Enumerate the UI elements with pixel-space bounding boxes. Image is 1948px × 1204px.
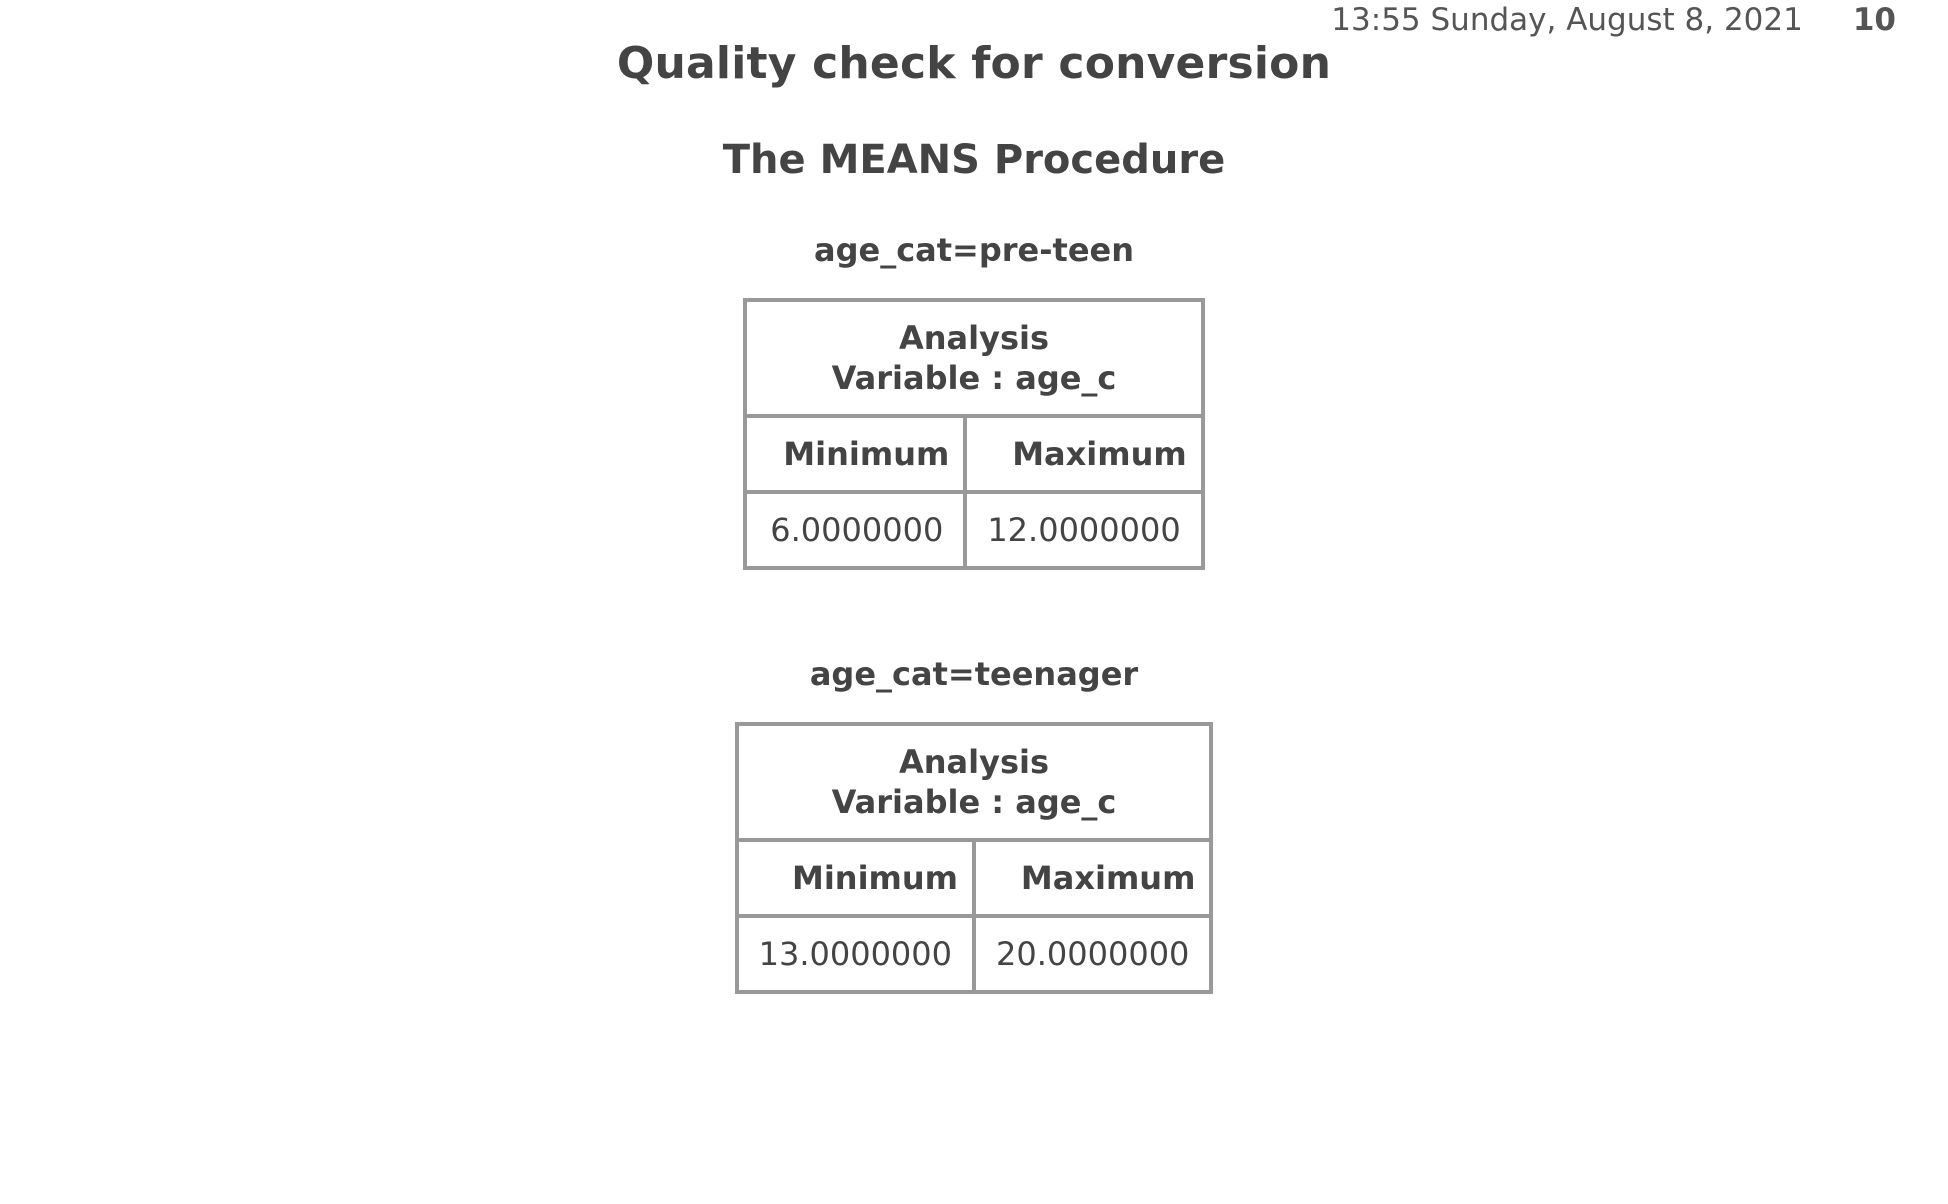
cell-minimum: 13.0000000 [734, 914, 977, 994]
analysis-header-line1: Analysis [898, 743, 1050, 781]
table-column-row: Minimum Maximum [734, 838, 1214, 918]
column-header-maximum: Maximum [971, 838, 1214, 918]
table-row: 13.0000000 20.0000000 [734, 914, 1214, 994]
analysis-variable-header: Analysis Variable : age_c [734, 722, 1214, 842]
by-group-label: age_cat=teenager [809, 655, 1139, 693]
analysis-variable-header: Analysis Variable : age_c [743, 298, 1205, 418]
column-header-minimum: Minimum [734, 838, 977, 918]
report-title: Quality check for conversion [616, 38, 1332, 89]
table-header-row: Analysis Variable : age_c [743, 298, 1205, 418]
column-header-maximum: Maximum [963, 414, 1205, 494]
cell-maximum: 12.0000000 [963, 490, 1205, 570]
page-number: 10 [1852, 2, 1896, 38]
cell-maximum: 20.0000000 [971, 914, 1214, 994]
summary-table: Analysis Variable : age_c Minimum Maximu… [743, 298, 1205, 570]
report-titles: Quality check for conversion The MEANS P… [0, 28, 1948, 192]
table-row: 6.0000000 12.0000000 [743, 490, 1205, 570]
page-header: 13:55 Sunday, August 8, 2021 10 [1331, 0, 1896, 40]
analysis-header-line2: Variable : age_c [831, 783, 1117, 821]
analysis-header-line2: Variable : age_c [831, 359, 1117, 397]
table-column-row: Minimum Maximum [743, 414, 1205, 494]
analysis-header-line1: Analysis [898, 319, 1050, 357]
column-header-minimum: Minimum [743, 414, 968, 494]
summary-table: Analysis Variable : age_c Minimum Maximu… [734, 722, 1214, 994]
table-header-row: Analysis Variable : age_c [734, 722, 1214, 842]
by-group-pre-teen: age_cat=pre-teen Analysis Variable : age… [0, 228, 1948, 570]
by-group-label: age_cat=pre-teen [813, 231, 1135, 269]
cell-minimum: 6.0000000 [743, 490, 968, 570]
by-group-teenager: age_cat=teenager Analysis Variable : age… [0, 652, 1948, 994]
procedure-title: The MEANS Procedure [722, 137, 1226, 183]
report-timestamp: 13:55 Sunday, August 8, 2021 [1331, 2, 1803, 38]
